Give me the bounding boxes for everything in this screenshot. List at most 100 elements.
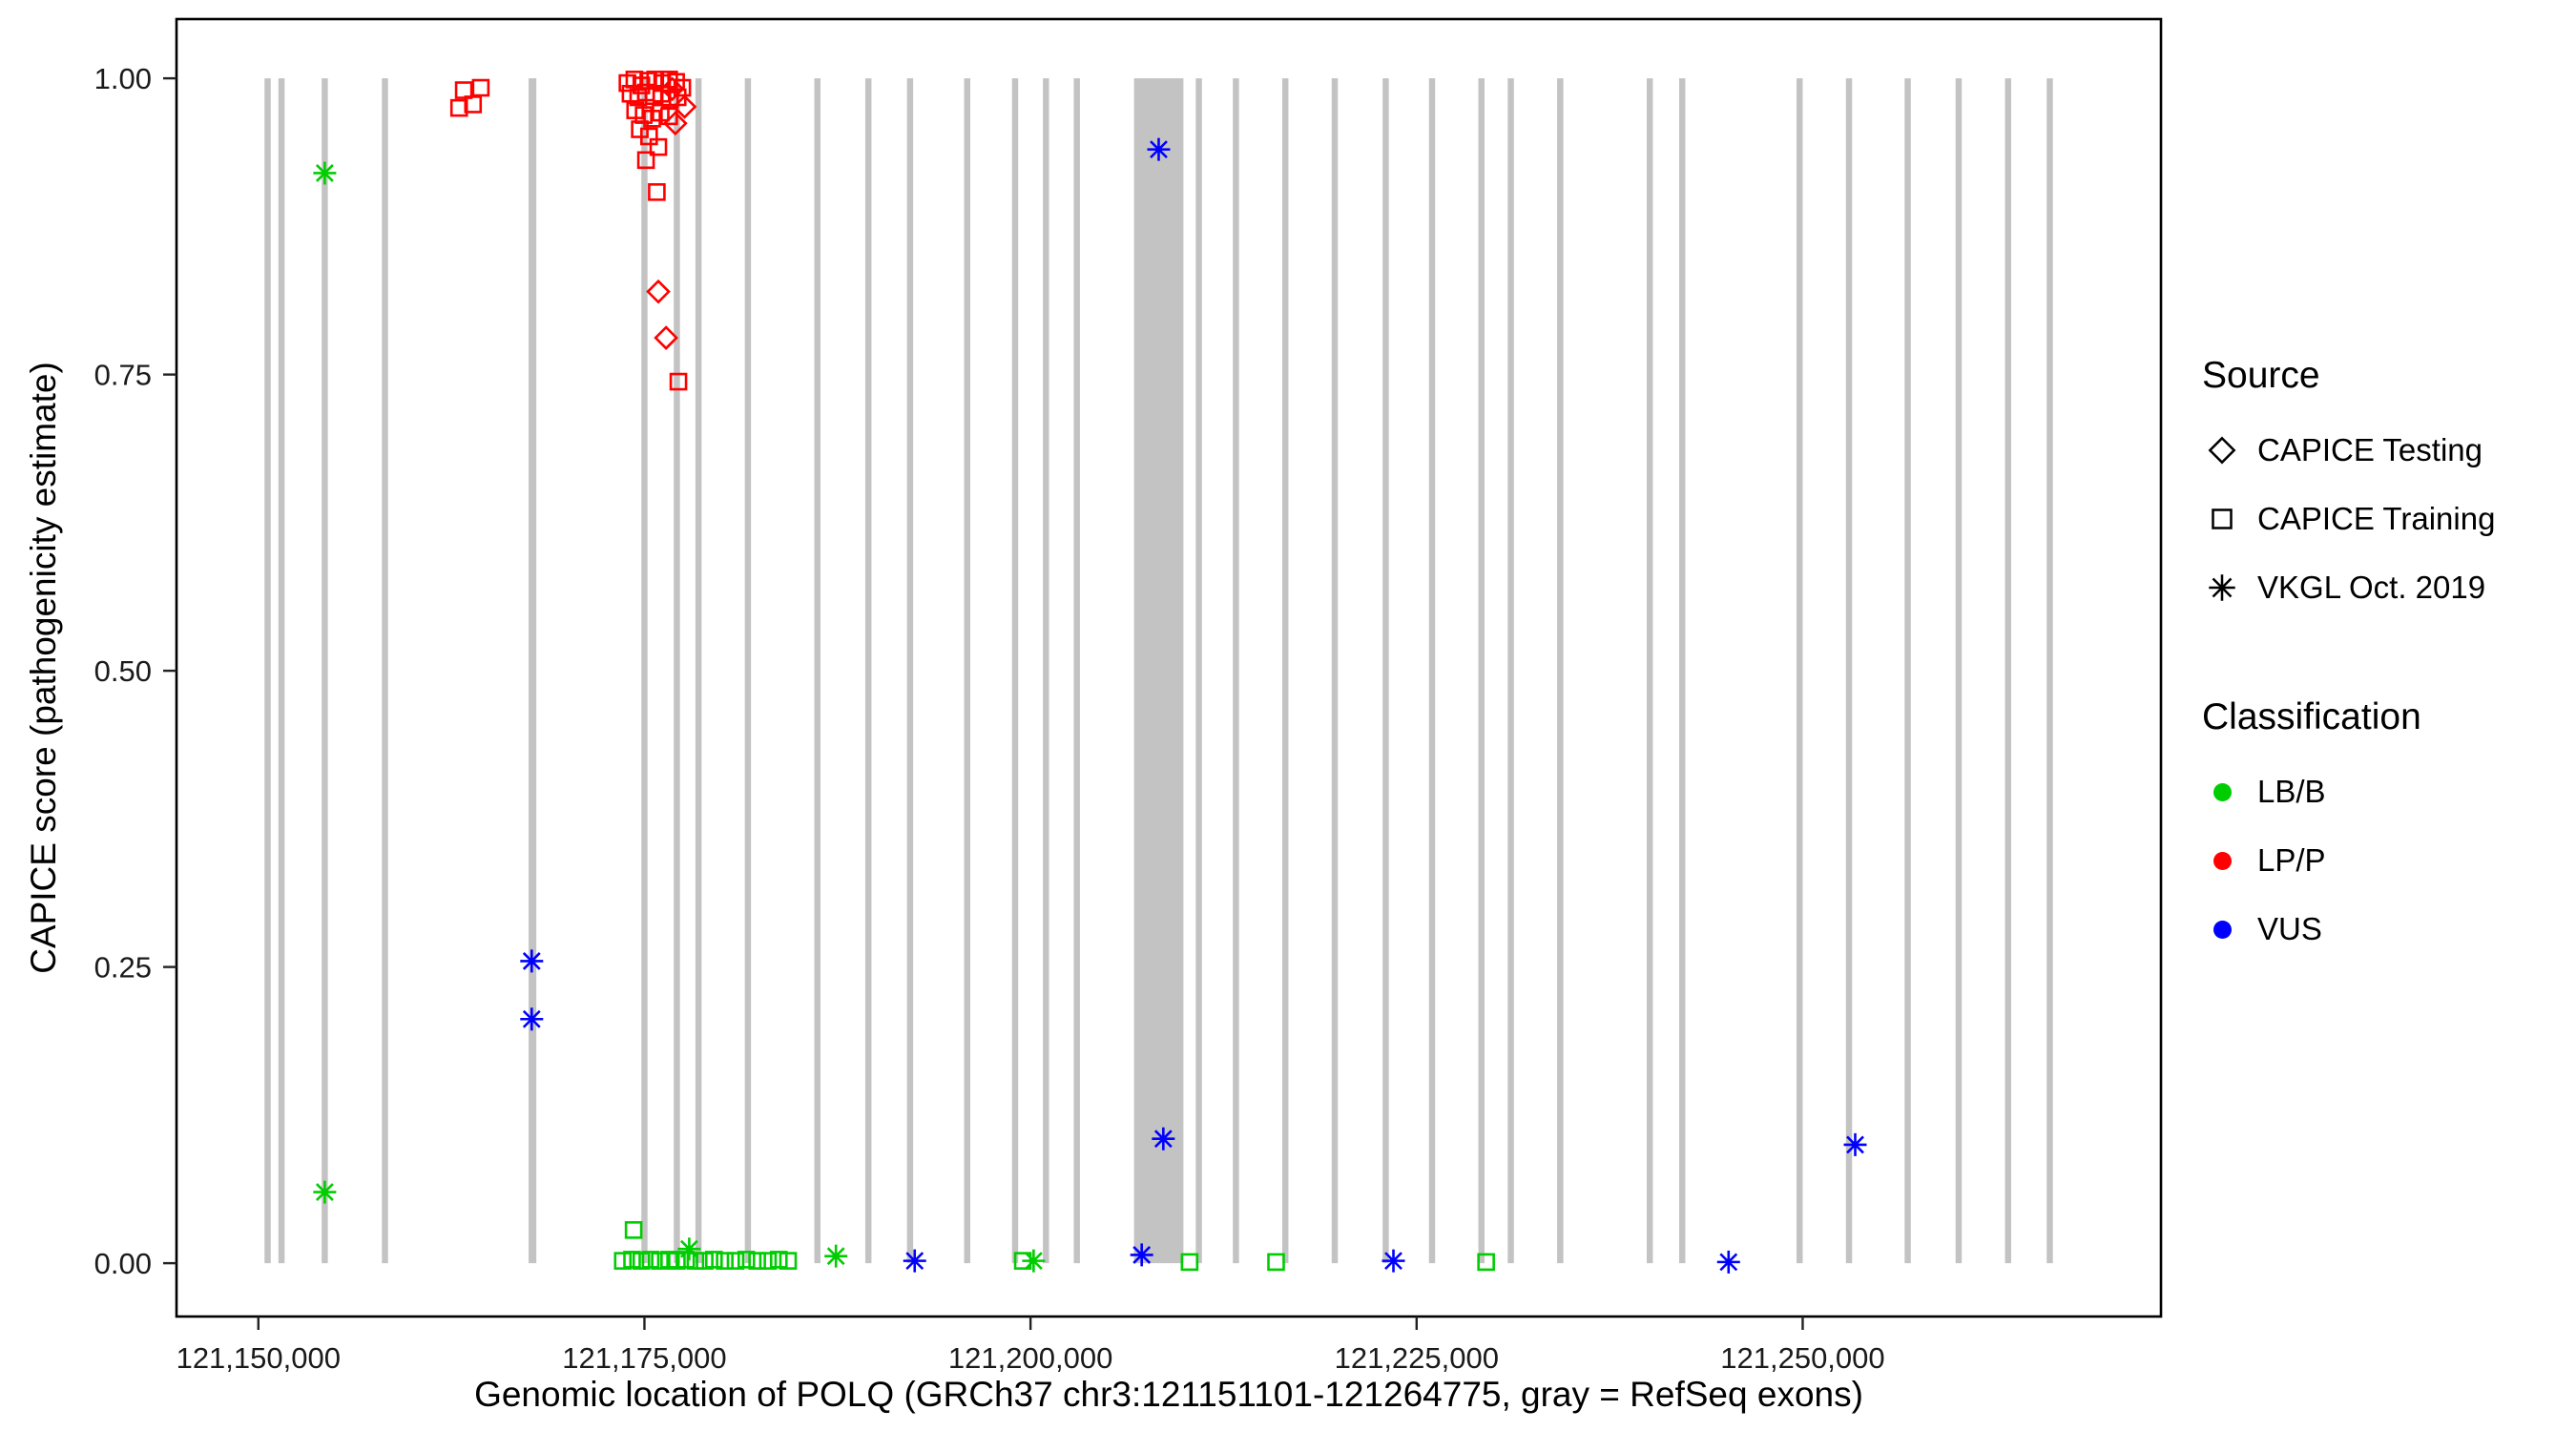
exon-band [1382, 78, 1389, 1264]
square-icon [2202, 499, 2242, 539]
data-point-square [649, 137, 668, 156]
data-point-square [640, 127, 658, 146]
data-point-asterisk [520, 1007, 544, 1031]
data-point-square [660, 107, 678, 126]
exon-band [278, 78, 285, 1264]
x-tick-label: 121,225,000 [1335, 1341, 1499, 1375]
data-point-square [624, 1221, 643, 1239]
exon-band [1845, 78, 1853, 1264]
legend-item-label: CAPICE Training [2257, 501, 2496, 536]
exon-band [1195, 78, 1202, 1264]
data-point-square [1267, 1253, 1285, 1272]
exon-band [1478, 78, 1485, 1264]
legend-item-label: LP/P [2257, 842, 2326, 878]
exon-band [1557, 78, 1564, 1264]
data-point-asterisk [1716, 1250, 1740, 1274]
data-point-square [769, 1251, 788, 1269]
exon-band [1646, 78, 1653, 1264]
data-point-square [668, 1252, 686, 1270]
data-point-square [471, 78, 490, 97]
data-point-square [779, 1252, 798, 1270]
exon-band [814, 78, 821, 1264]
data-point-square [632, 1252, 651, 1270]
data-point-square [696, 1252, 714, 1270]
data-point-square [673, 78, 692, 97]
data-point-asterisk [1022, 1249, 1046, 1273]
exon-band [1331, 78, 1339, 1264]
exon-band [529, 78, 537, 1264]
legend-item-label: VUS [2257, 911, 2322, 946]
data-point-asterisk [1147, 137, 1171, 161]
data-point-asterisk [1381, 1249, 1405, 1273]
legend-classification-group: Classification LB/B LP/P VUS [2202, 696, 2495, 964]
data-point-square [648, 183, 666, 201]
data-point-square [704, 1251, 723, 1269]
data-point-square [1180, 1253, 1199, 1272]
y-axis-title: CAPICE score (pathogenicity estimate) [24, 362, 63, 974]
data-point-square [651, 1252, 669, 1270]
legend-item-lpp: LP/P [2202, 826, 2495, 895]
exon-band [1011, 78, 1019, 1264]
data-point-square [454, 81, 473, 99]
data-point-asterisk [677, 1237, 701, 1261]
data-point-square [686, 1252, 705, 1270]
exon-band [1073, 78, 1080, 1264]
exon-band [322, 78, 328, 1264]
exon-band [1233, 78, 1239, 1264]
asterisk-icon [2202, 568, 2242, 608]
legend-item-label: CAPICE Testing [2257, 432, 2483, 467]
legend: Source CAPICE Testing CAPICE Training VK… [2202, 355, 2495, 964]
exon-band [1507, 78, 1514, 1264]
legend-item-lbb: LB/B [2202, 757, 2495, 826]
blue-dot-icon [2212, 920, 2232, 939]
x-tick-label: 121,250,000 [1720, 1341, 1884, 1375]
exon-band [1428, 78, 1436, 1264]
exon-band [1678, 78, 1686, 1264]
y-tick-label: 0.75 [94, 359, 152, 392]
red-dot-icon [2212, 851, 2232, 870]
data-point-asterisk [313, 161, 337, 185]
exon-band [1281, 78, 1289, 1264]
exon-band [864, 78, 872, 1264]
data-point-square [726, 1252, 745, 1270]
exon-band [1043, 78, 1049, 1264]
exon-band [744, 78, 752, 1264]
exon-band [906, 78, 914, 1264]
y-tick-label: 1.00 [94, 62, 152, 95]
y-tick-label: 0.25 [94, 951, 152, 985]
y-tick-label: 0.00 [94, 1247, 152, 1280]
data-point-asterisk [1130, 1243, 1153, 1267]
data-point-asterisk [903, 1249, 926, 1273]
x-tick-label: 121,175,000 [562, 1341, 726, 1375]
diamond-icon [2202, 430, 2242, 470]
legend-item-label: VKGL Oct. 2019 [2257, 570, 2486, 605]
data-point-square [449, 98, 468, 117]
data-point-asterisk [1843, 1132, 1867, 1156]
data-point-square [613, 1252, 633, 1270]
green-dot-icon [2212, 782, 2232, 801]
data-point-square [1477, 1253, 1495, 1272]
exon-band [2046, 78, 2053, 1264]
exon-band [264, 78, 271, 1264]
exon-band [1133, 78, 1184, 1264]
exon-band [1955, 78, 1963, 1264]
data-point-square [716, 1252, 734, 1270]
data-point-square [464, 95, 483, 114]
exon-band [695, 78, 702, 1264]
data-point-square [758, 1252, 778, 1270]
panel-border [175, 17, 2163, 1318]
legend-item-vkgl: VKGL Oct. 2019 [2202, 553, 2495, 622]
data-point-square [623, 1251, 641, 1269]
data-point-diamond [646, 279, 671, 304]
data-point-square [668, 88, 687, 107]
data-point-asterisk [313, 1180, 337, 1204]
legend-source-group: Source CAPICE Testing CAPICE Training VK… [2202, 355, 2495, 622]
lbb-color-dot-key [2202, 772, 2242, 812]
exon-band [2005, 78, 2011, 1264]
exon-band [964, 78, 970, 1264]
data-point-diamond [654, 325, 678, 350]
data-point-square [737, 1251, 756, 1269]
data-point-square [636, 151, 655, 170]
